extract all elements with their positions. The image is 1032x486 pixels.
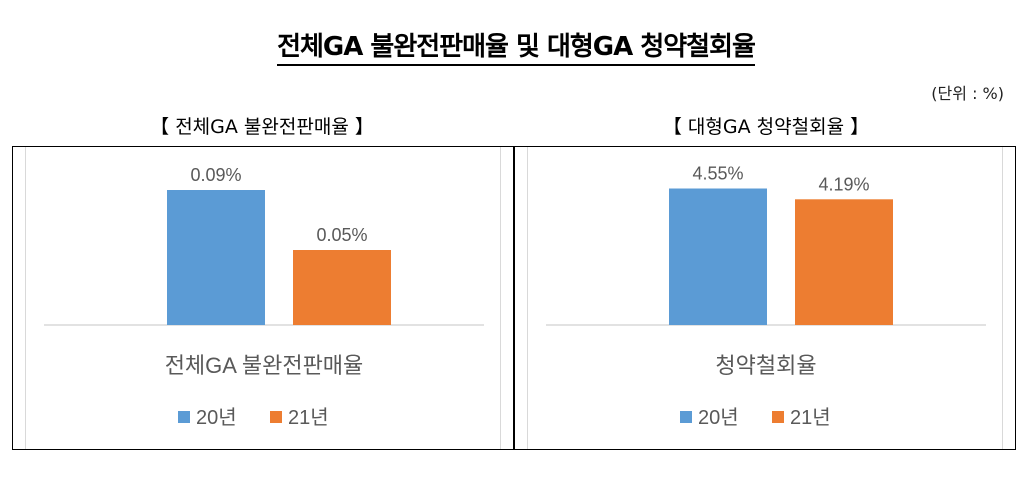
category-label: 청약철회율 — [715, 353, 816, 378]
chart-plot-area-1: 0.09% 0.05% 전체GA 불완전판매율 20년 21년 — [25, 147, 501, 449]
bar-chart-1: 0.09% 0.05% 전체GA 불완전판매율 20년 21년 — [44, 165, 484, 429]
bar-series1 — [669, 188, 767, 325]
category-label: 전체GA 불완전판매율 — [165, 353, 364, 378]
legend-swatch — [178, 411, 190, 423]
legend-swatch — [772, 411, 784, 423]
panel-title-1: 【 전체GA 불완전판매율 】 — [150, 116, 374, 138]
bar-series2 — [293, 250, 391, 325]
panel-title-2: 【 대형GA 청약철회율 】 — [662, 116, 870, 138]
legend-label: 20년 — [196, 406, 237, 429]
legend-swatch — [270, 411, 282, 423]
chart-plot-area-2: 4.55% 4.19% 청약철회율 20년 21년 — [527, 147, 1003, 449]
bar-series2 — [795, 199, 893, 325]
chart-frame-2: 4.55% 4.19% 청약철회율 20년 21년 — [514, 146, 1016, 450]
legend-swatch — [680, 411, 692, 423]
unit-note: (단위 : %) — [931, 84, 1004, 103]
data-label: 0.05% — [316, 225, 367, 245]
data-label: 0.09% — [190, 165, 241, 185]
chart-frame-1: 0.09% 0.05% 전체GA 불완전판매율 20년 21년 — [12, 146, 514, 450]
page-title-text: 전체GA 불완전판매율 및 대형GA 청약철회율 — [277, 32, 756, 66]
bar-series1 — [167, 190, 265, 325]
legend-label: 21년 — [790, 406, 831, 429]
page-title: 전체GA 불완전판매율 및 대형GA 청약철회율 — [0, 26, 1032, 66]
legend-label: 20년 — [698, 406, 739, 429]
data-label: 4.19% — [818, 174, 869, 194]
bar-chart-2: 4.55% 4.19% 청약철회율 20년 21년 — [546, 164, 986, 429]
legend-label: 21년 — [288, 406, 329, 429]
data-label: 4.55% — [692, 164, 743, 184]
